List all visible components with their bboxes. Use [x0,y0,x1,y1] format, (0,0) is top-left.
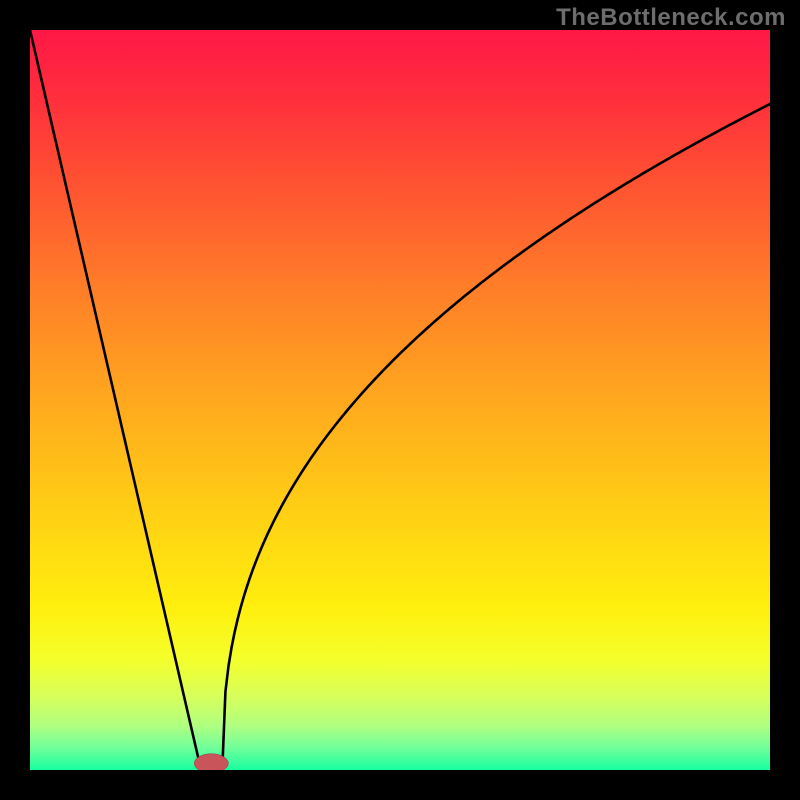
plot-area [30,30,770,770]
gradient-background [30,30,770,770]
plot-svg [30,30,770,770]
watermark-text: TheBottleneck.com [556,4,786,32]
